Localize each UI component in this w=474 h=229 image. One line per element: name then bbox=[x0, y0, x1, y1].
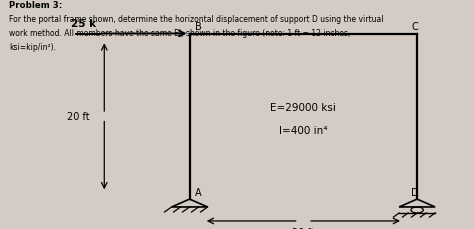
Text: A: A bbox=[195, 187, 202, 197]
Text: 25 k: 25 k bbox=[71, 19, 96, 29]
Text: ksi=kip/in²).: ksi=kip/in²). bbox=[9, 42, 56, 51]
Text: 20 ft: 20 ft bbox=[67, 112, 90, 122]
Text: For the portal frame shown, determine the horizontal displacement of support D u: For the portal frame shown, determine th… bbox=[9, 15, 384, 24]
Text: Problem 3:: Problem 3: bbox=[9, 1, 63, 10]
Text: D: D bbox=[411, 187, 419, 197]
Text: B: B bbox=[195, 22, 202, 32]
Text: I=400 in⁴: I=400 in⁴ bbox=[279, 125, 328, 136]
Text: E=29000 ksi: E=29000 ksi bbox=[271, 103, 336, 113]
Text: work method. All members have the same EI, shown in the figure (note: 1 ft = 12 : work method. All members have the same E… bbox=[9, 29, 351, 38]
Text: C: C bbox=[411, 22, 418, 32]
Text: 20 ft: 20 ft bbox=[292, 227, 315, 229]
